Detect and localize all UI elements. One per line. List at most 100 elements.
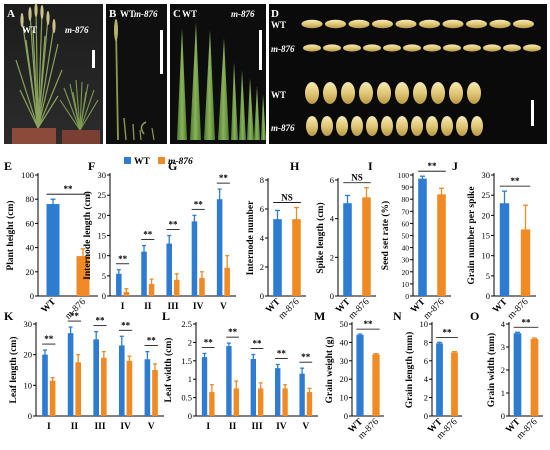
y-tick-label: 15 bbox=[482, 231, 491, 241]
m876-grains-width-row bbox=[306, 116, 483, 136]
photo-label-m876: m-876 bbox=[271, 123, 295, 133]
y-tick-label: 30 bbox=[98, 170, 107, 180]
y-tick-label: 6 bbox=[424, 356, 428, 366]
photo-label-wt: WT bbox=[22, 25, 37, 35]
grain bbox=[336, 116, 348, 136]
significance-label: NS bbox=[351, 173, 363, 183]
bar-m876 bbox=[306, 392, 313, 416]
bar-wt bbox=[343, 203, 352, 296]
bar-m876 bbox=[148, 283, 155, 296]
grain bbox=[323, 44, 341, 52]
bar-wt bbox=[166, 243, 172, 296]
bar-m876 bbox=[174, 279, 180, 296]
y-tick-label: 30 bbox=[482, 170, 491, 180]
bar-wt bbox=[436, 343, 443, 416]
bar-wt bbox=[273, 219, 282, 296]
y-tick-label: 80 bbox=[26, 194, 35, 204]
grain bbox=[449, 82, 463, 104]
photo-label-wt: WT bbox=[120, 9, 135, 19]
y-tick-label: 0 bbox=[330, 291, 334, 301]
y-tick-label: 0 bbox=[486, 291, 490, 301]
grain bbox=[513, 19, 534, 29]
grain bbox=[395, 82, 409, 104]
y-tick-label: 60 bbox=[402, 219, 410, 228]
x-tick-label: V bbox=[220, 302, 227, 312]
y-tick-label: 15 bbox=[98, 231, 107, 241]
y-tick-label: 0 bbox=[30, 291, 34, 301]
chart-panel-i: I 0 10 20 30 40 50 60 70 80 90 100 Seed set rate (%)… bbox=[368, 159, 451, 322]
grain bbox=[343, 44, 361, 52]
y-tick-label: 0 bbox=[405, 292, 409, 301]
bar-wt bbox=[116, 273, 122, 296]
y-axis-label: Leaf width (cm) bbox=[163, 338, 174, 403]
panel-letter-b: B bbox=[109, 8, 117, 20]
significance-label: ** bbox=[443, 327, 453, 337]
significance-label: NS bbox=[281, 193, 293, 203]
panel-letter-g: G bbox=[168, 159, 177, 173]
grain bbox=[441, 116, 453, 136]
bar-wt bbox=[141, 251, 147, 296]
y-axis-label: Grain number per spike bbox=[467, 186, 477, 284]
y-tick-label: 2 bbox=[260, 262, 264, 272]
scale-bar-a bbox=[92, 50, 95, 68]
panel-letter-l: L bbox=[162, 309, 170, 323]
y-tick-label: 20 bbox=[340, 374, 349, 384]
bar-m876 bbox=[233, 388, 239, 416]
grain bbox=[325, 19, 346, 29]
y-tick-label: 0 bbox=[188, 411, 192, 421]
grain bbox=[395, 19, 417, 29]
grain bbox=[377, 82, 391, 104]
bar-wt bbox=[356, 335, 364, 416]
panel-letter-f: F bbox=[88, 159, 95, 173]
y-tick-label: 20 bbox=[26, 267, 35, 277]
bar-wt bbox=[216, 199, 223, 296]
grain bbox=[419, 19, 440, 29]
y-tick-label: 0 bbox=[102, 291, 106, 301]
y-axis-label: Grain width (mm) bbox=[486, 333, 497, 407]
grain bbox=[523, 44, 541, 52]
bar-wt bbox=[513, 333, 522, 416]
grain bbox=[305, 82, 319, 104]
bar-wt bbox=[144, 359, 151, 416]
y-tick-label: 5 bbox=[486, 271, 490, 281]
y-tick-label: 80 bbox=[402, 195, 410, 204]
bar-m876 bbox=[372, 354, 380, 416]
x-tick-label: IV bbox=[276, 422, 287, 432]
x-tick-label: II bbox=[229, 422, 237, 432]
grain bbox=[467, 82, 481, 104]
bar-wt bbox=[118, 345, 125, 416]
y-tick-label: 20 bbox=[24, 350, 33, 360]
y-tick-label: 100 bbox=[21, 170, 34, 180]
y-tick-label: 40 bbox=[402, 244, 410, 253]
photo-label-wt: WT bbox=[271, 20, 286, 30]
photo-panel-d: D WT m-876 WT m-876 bbox=[269, 4, 547, 144]
wt-spikes bbox=[20, 3, 56, 33]
significance-label: ** bbox=[428, 161, 438, 171]
bar-m876 bbox=[209, 392, 215, 416]
y-axis-label: Internode length (cm) bbox=[82, 191, 93, 280]
panel-letter-h: H bbox=[290, 159, 300, 173]
y-axis-label: Leaf length (cm) bbox=[8, 336, 19, 403]
y-tick-label: 70 bbox=[402, 207, 410, 216]
bar-wt bbox=[67, 333, 74, 416]
panel-letter-c: C bbox=[173, 8, 181, 20]
bar-wt bbox=[191, 221, 198, 296]
x-tick-label: I bbox=[206, 422, 210, 432]
grain bbox=[443, 44, 461, 52]
photo-label-wt: WT bbox=[182, 9, 197, 19]
m876-grains-row bbox=[303, 44, 541, 52]
y-tick-label: 5 bbox=[102, 271, 106, 281]
y-tick-label: 2 bbox=[501, 365, 505, 375]
y-tick-label: 100 bbox=[398, 171, 410, 180]
x-tick-label: m-876 bbox=[347, 297, 372, 322]
y-tick-label: 4 bbox=[260, 233, 265, 243]
y-tick-label: 8 bbox=[424, 337, 428, 347]
photo-label-wt: WT bbox=[271, 90, 286, 100]
grain bbox=[372, 19, 393, 29]
photo-label-m876: m-876 bbox=[65, 25, 89, 35]
wt-grains-row bbox=[301, 19, 534, 29]
chart-panel-f: F 0 5 10 15 20 25 30 Internode length (cm) ** I ** I… bbox=[82, 157, 236, 312]
y-tick-label: 6 bbox=[260, 204, 264, 214]
